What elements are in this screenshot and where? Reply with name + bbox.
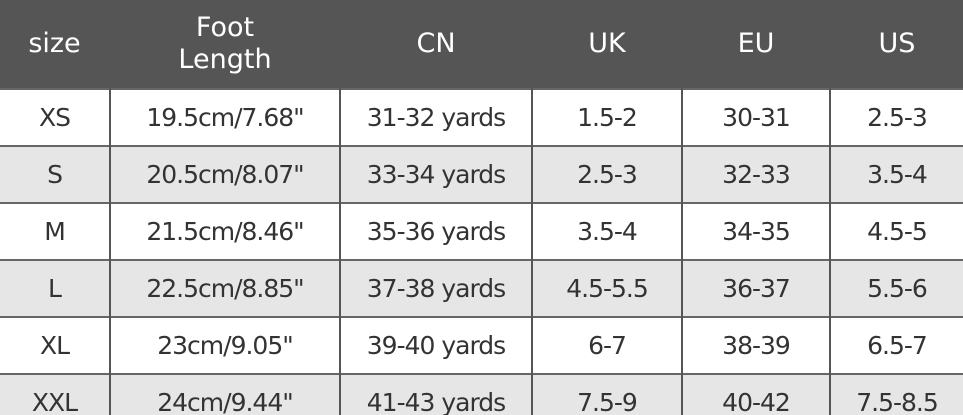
table-cell: S [0,146,110,203]
table-cell: 39-40 yards [339,317,532,374]
table-cell: 6-7 [531,317,682,374]
table-cell: 3.5-4 [829,146,963,203]
table-cell: 20.5cm/8.07" [109,146,340,203]
table-cell: 33-34 yards [339,146,532,203]
header-cell: Foot Length [109,0,340,89]
header-text: UK [588,28,626,59]
table-cell: 34-35 [681,203,830,260]
table-cell: 4.5-5 [829,203,963,260]
table-cell: 7.5-8.5 [829,374,963,415]
table-cell: 41-43 yards [339,374,532,415]
table-row: XXL 24cm/9.44" 41-43 yards 7.5-9 40-42 7.5-8.… [0,374,963,415]
table-cell: 7.5-9 [531,374,682,415]
table-cell: 31-32 yards [339,89,532,146]
table-row: L 22.5cm/8.85" 37-38 yards 4.5-5.5 36-37 5.5-… [0,260,963,317]
header-text: size [28,28,81,59]
table-row: XS 19.5cm/7.68" 31-32 yards 1.5-2 30-31 2.5-3 [0,89,963,146]
table-cell: 37-38 yards [339,260,532,317]
table-cell: 30-31 [681,89,830,146]
table-row: XL 23cm/9.05" 39-40 yards 6-7 38-39 6.5-7 [0,317,963,374]
table-cell: 35-36 yards [339,203,532,260]
header-text: CN [416,28,456,59]
table-cell: 4.5-5.5 [531,260,682,317]
table-cell: L [0,260,110,317]
header-cell: US [829,0,963,89]
table-cell: 1.5-2 [531,89,682,146]
table-cell: 6.5-7 [829,317,963,374]
table-cell: 38-39 [681,317,830,374]
header-cell: EU [681,0,830,89]
table-cell: 2.5-3 [829,89,963,146]
table-cell: M [44,217,66,246]
table-cell: 22.5cm/8.85" [109,260,340,317]
header-cell: size [0,0,110,89]
table-cell: 23cm/9.05" [109,317,340,374]
table-cell: XL [39,331,70,360]
table-cell: 40-42 [681,374,830,415]
header-row: size Foot Length CN UK EU US [0,0,963,89]
table-cell: 2.5-3 [531,146,682,203]
header-text: EU [737,28,775,59]
table-cell: XXL [0,374,110,415]
header-text: Foot Length [178,12,272,75]
table-cell: 19.5cm/7.68" [109,89,340,146]
table-cell: 3.5-4 [531,203,682,260]
table-row: M 21.5cm/8.46" 35-36 yards 3.5-4 34-35 4.5-5 [0,203,963,260]
table-row: S 20.5cm/8.07" 33-34 yards 2.5-3 32-33 3.5-4 [0,146,963,203]
table-cell: 24cm/9.44" [109,374,340,415]
header-cell: CN [339,0,532,89]
table-cell: 36-37 [681,260,830,317]
table-cell: 21.5cm/8.46" [109,203,340,260]
header-text: US [878,28,916,59]
table-cell: 32-33 [681,146,830,203]
header-cell: UK [531,0,682,89]
table-cell: 5.5-6 [829,260,963,317]
table-cell: XS [39,103,71,132]
